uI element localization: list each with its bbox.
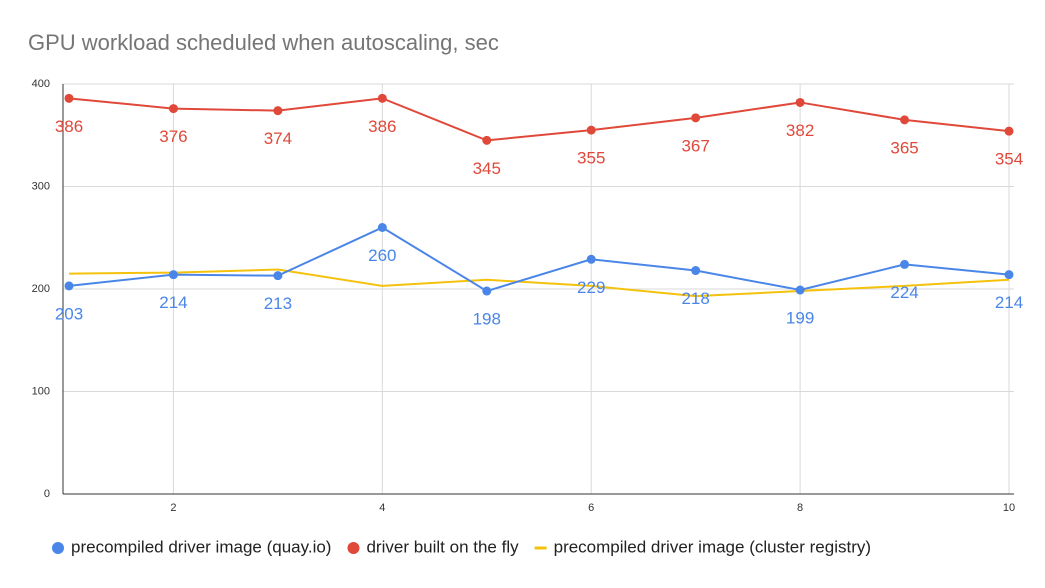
data-label: 355 [577, 149, 605, 168]
data-label: 382 [786, 121, 814, 140]
legend-label: driver built on the fly [366, 537, 519, 556]
data-point [482, 286, 492, 296]
data-label: 218 [681, 289, 709, 308]
data-label: 386 [368, 117, 396, 136]
data-label: 376 [159, 127, 187, 146]
data-label: 260 [368, 246, 396, 265]
legend-marker [347, 542, 360, 554]
data-label: 367 [681, 136, 709, 155]
data-point [1004, 126, 1014, 136]
x-tick-label: 8 [797, 502, 803, 514]
data-point [64, 281, 74, 291]
data-label: 224 [890, 283, 918, 302]
data-point [795, 285, 805, 295]
data-label: 365 [890, 138, 918, 157]
y-tick-label: 300 [32, 180, 50, 192]
data-label: 214 [159, 293, 187, 312]
y-tick-label: 0 [44, 488, 50, 500]
data-label: 213 [264, 294, 292, 313]
data-label: 386 [55, 117, 83, 136]
data-point [377, 93, 387, 103]
y-tick-label: 400 [32, 78, 50, 90]
data-point [900, 115, 910, 125]
data-point [273, 106, 283, 116]
data-label: 198 [473, 310, 501, 329]
legend-label: precompiled driver image (cluster regist… [554, 537, 871, 556]
data-point [586, 254, 596, 264]
x-tick-label: 2 [170, 502, 176, 514]
data-point [168, 104, 178, 114]
data-point [168, 270, 178, 280]
data-point [482, 135, 492, 145]
data-label: 374 [264, 129, 292, 148]
chart-title: GPU workload scheduled when autoscaling,… [28, 30, 499, 55]
data-label: 345 [473, 159, 501, 178]
data-point [64, 93, 74, 103]
x-tick-label: 4 [379, 502, 385, 514]
data-point [795, 97, 805, 107]
data-label: 229 [577, 278, 605, 297]
data-point [273, 271, 283, 281]
series-line [68, 226, 1010, 293]
data-label: 354 [995, 150, 1023, 169]
data-label: 203 [55, 304, 83, 323]
series-line [68, 268, 1010, 298]
y-tick-label: 100 [32, 385, 50, 397]
x-tick-label: 6 [588, 502, 594, 514]
data-label: 214 [995, 293, 1023, 312]
legend-label: precompiled driver image (quay.io) [71, 537, 331, 556]
data-point [586, 125, 596, 135]
data-point [900, 259, 910, 269]
data-point [377, 223, 387, 232]
data-point [691, 266, 701, 276]
x-tick-label: 10 [1003, 502, 1015, 514]
y-tick-label: 200 [32, 283, 50, 295]
data-point [1004, 270, 1014, 280]
legend-marker [52, 542, 64, 554]
data-label: 199 [786, 309, 814, 328]
data-point [691, 113, 701, 123]
series-line [68, 97, 1010, 142]
